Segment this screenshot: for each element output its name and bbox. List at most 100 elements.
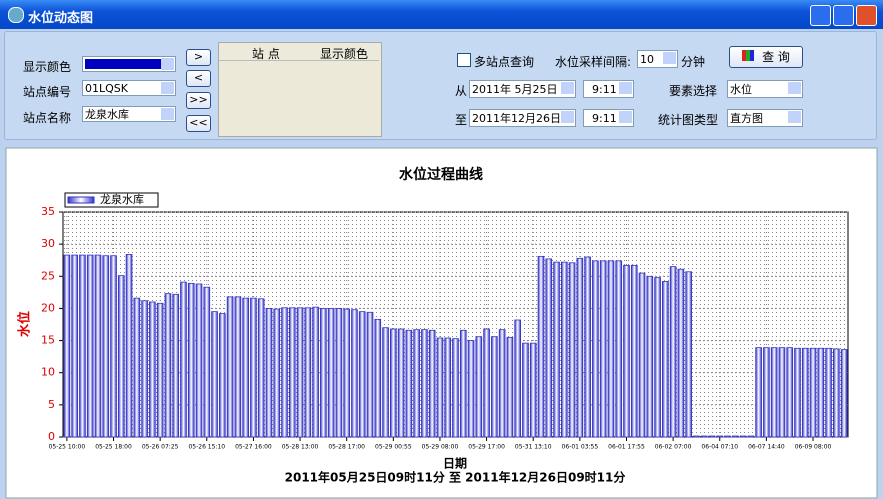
- remove-button[interactable]: <: [186, 70, 211, 87]
- bar: [180, 281, 187, 438]
- x-tick-label: 05-25 18:00: [95, 444, 132, 451]
- maximize-button[interactable]: [833, 5, 854, 26]
- bar: [491, 336, 498, 438]
- checkbox[interactable]: [457, 53, 471, 67]
- bar: [141, 300, 148, 438]
- bar: [257, 298, 265, 438]
- add-button[interactable]: >: [186, 49, 211, 66]
- bar: [413, 329, 420, 438]
- color-combo[interactable]: [82, 56, 176, 72]
- bar: [187, 282, 195, 438]
- x-tick-label: 05-27 16:00: [235, 444, 272, 451]
- bar: [483, 328, 490, 438]
- query-button[interactable]: 查 询: [729, 46, 803, 68]
- bar: [459, 329, 467, 438]
- bar: [405, 329, 413, 438]
- bar: [211, 311, 218, 438]
- bar: [475, 336, 483, 438]
- bar: [366, 311, 374, 438]
- bar: [117, 275, 125, 438]
- y-tick-label: 5: [48, 398, 55, 411]
- from-date[interactable]: 2011年 5月25日: [469, 80, 576, 98]
- station-name-combo[interactable]: 龙泉水库: [82, 106, 176, 122]
- x-tick-label: 05-31 13:10: [515, 444, 552, 451]
- bar: [514, 319, 521, 438]
- bar: [242, 297, 249, 438]
- station-code-combo[interactable]: 01LQSK: [82, 80, 176, 96]
- bar: [537, 255, 545, 438]
- close-button[interactable]: [856, 5, 877, 26]
- bar: [724, 435, 731, 438]
- bar: [94, 254, 102, 438]
- to-date[interactable]: 2011年12月26日: [469, 109, 576, 127]
- bar: [817, 347, 825, 438]
- y-tick-label: 10: [41, 366, 55, 379]
- add-all-button[interactable]: >>: [186, 92, 211, 109]
- chart-type-combo[interactable]: 直方图: [727, 109, 803, 127]
- label: 统计图类型: [658, 113, 719, 127]
- bar: [529, 342, 537, 438]
- bar: [467, 340, 475, 438]
- bar: [677, 268, 685, 438]
- bar: [576, 257, 584, 438]
- label: 多站点查询: [474, 55, 535, 69]
- bar: [288, 307, 296, 438]
- x-tick-label: 06-02 07:00: [655, 444, 692, 451]
- bar: [522, 342, 529, 438]
- bar: [265, 308, 273, 438]
- bar: [149, 301, 156, 438]
- bar: [312, 306, 319, 438]
- bar: [623, 264, 630, 438]
- from-time[interactable]: 9:11: [583, 80, 634, 98]
- element-combo[interactable]: 水位: [727, 80, 803, 98]
- y-axis-label: 水位: [17, 311, 33, 337]
- x-tick-label: 05-29 08:00: [422, 444, 459, 451]
- bar: [794, 347, 801, 438]
- minimize-button[interactable]: [810, 5, 831, 26]
- remove-all-button[interactable]: <<: [186, 115, 211, 132]
- bar: [351, 309, 358, 438]
- bar: [444, 337, 452, 438]
- bar: [382, 327, 389, 438]
- y-tick-label: 15: [41, 334, 55, 347]
- header-cell: 显示颜色: [320, 47, 369, 61]
- x-tick-label: 06-09 08:00: [795, 444, 832, 451]
- bar: [421, 329, 428, 438]
- bar: [763, 347, 770, 438]
- bar: [304, 307, 312, 438]
- bar: [630, 264, 638, 438]
- bar: [739, 435, 747, 438]
- bar: [693, 435, 700, 438]
- to-time[interactable]: 9:11: [583, 109, 634, 127]
- bar: [335, 308, 343, 438]
- bar: [592, 260, 599, 438]
- bar: [327, 308, 335, 438]
- interval-input[interactable]: 10: [637, 50, 678, 68]
- bar: [638, 272, 646, 438]
- bar: [584, 256, 591, 438]
- bar: [79, 254, 86, 438]
- y-tick-label: 20: [41, 301, 55, 314]
- app-icon: [8, 7, 24, 23]
- bar: [234, 296, 242, 438]
- list-header: [219, 43, 379, 61]
- x-tick-label: 05-28 17:00: [328, 444, 365, 451]
- bar: [654, 277, 661, 438]
- bar: [195, 283, 203, 438]
- window-title: 水位动态图: [28, 11, 94, 26]
- bar: [219, 313, 226, 438]
- bar: [801, 347, 809, 438]
- label: 站点编号: [23, 85, 72, 99]
- bar: [553, 261, 560, 438]
- legend-label: 龙泉水库: [100, 192, 144, 206]
- x-tick-label: 05-25 10:00: [49, 444, 86, 451]
- bar: [568, 262, 576, 438]
- bar: [662, 281, 669, 438]
- chart-title: 水位过程曲线: [399, 166, 483, 183]
- bar: [281, 307, 288, 438]
- bar: [506, 336, 514, 438]
- bar: [71, 254, 78, 438]
- bar: [63, 254, 71, 438]
